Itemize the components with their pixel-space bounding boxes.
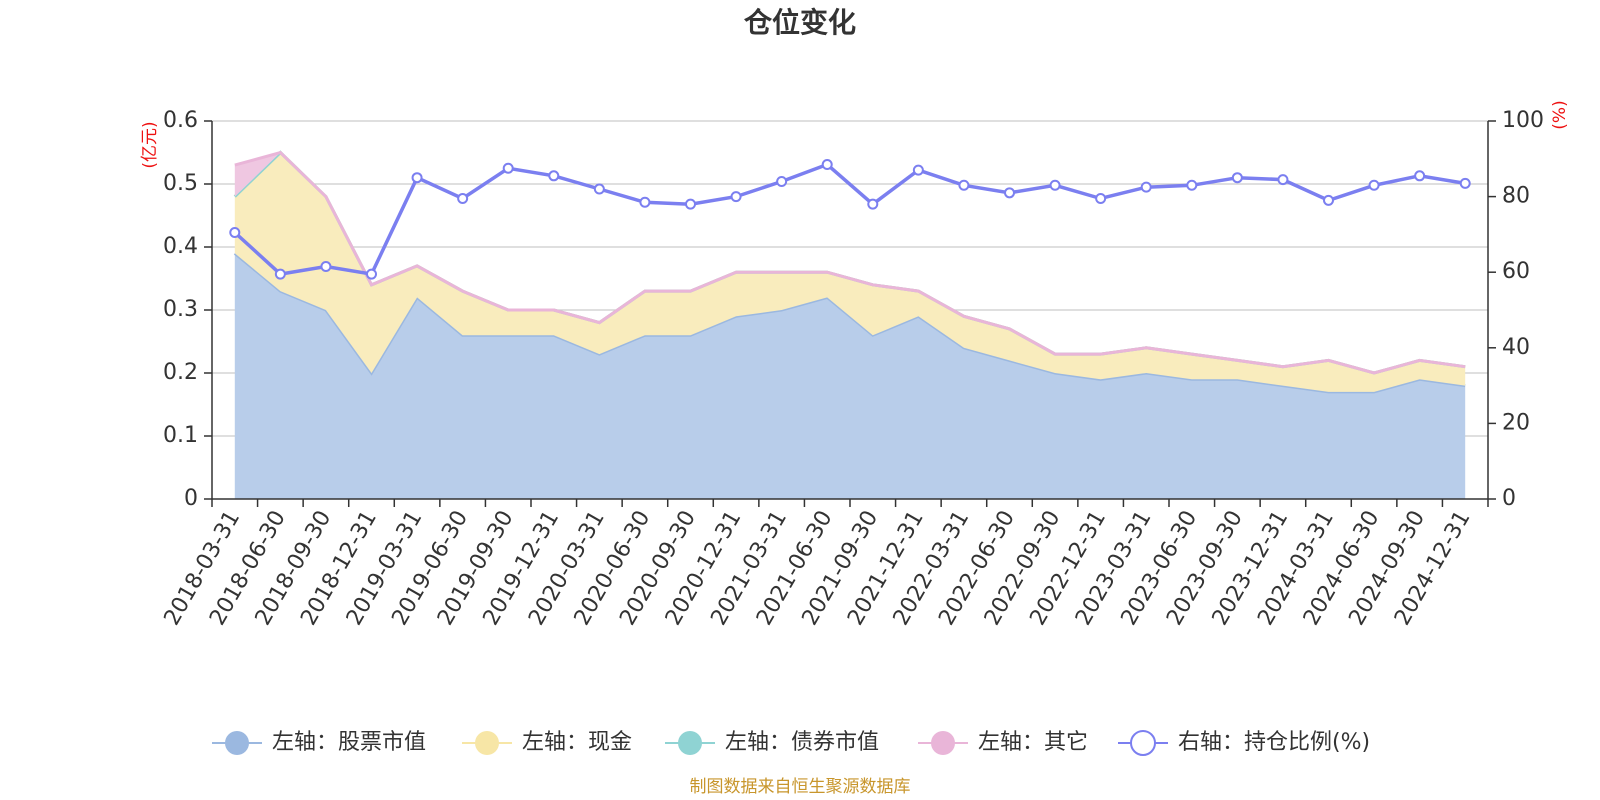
legend-label: 左轴：现金: [522, 730, 632, 755]
legend-marker: [225, 731, 249, 755]
left-tick-label: 0.6: [163, 108, 198, 133]
ratio-point: [274, 268, 286, 280]
ratio-point: [1004, 187, 1015, 199]
left-axis-unit: (亿元): [140, 121, 160, 168]
ratio-point: [1459, 177, 1471, 189]
legend-label: 右轴：持仓比例(%): [1178, 730, 1370, 755]
ratio-point: [1231, 172, 1243, 184]
right-axis-unit: (%): [1550, 100, 1570, 129]
ratio-point: [593, 183, 605, 195]
left-axis-ticks: 0 0.1 0.2 0.3 0.4 0.5 0.6: [163, 108, 198, 511]
area-edge-左轴：其它: [234, 150, 1466, 375]
ratio-point: [867, 198, 879, 210]
left-tick-label: 0.3: [163, 297, 198, 322]
left-tick-label: 0.5: [163, 171, 198, 196]
right-tick-label: 40: [1502, 335, 1530, 360]
ratio-point: [1049, 179, 1061, 191]
legend-label: 左轴：其它: [978, 730, 1088, 755]
ratio-point: [639, 196, 651, 208]
legend-label: 左轴：债券市值: [725, 730, 879, 755]
ratio-point: [411, 172, 423, 184]
right-tick-label: 60: [1502, 259, 1530, 284]
ratio-point: [685, 198, 696, 210]
ratio-point: [1277, 174, 1289, 186]
legend: 左轴：股票市值 左轴：现金 左轴：债券市值 左轴：其它 右轴：持仓比例(%): [212, 730, 1370, 756]
ratio-point: [912, 164, 924, 176]
area-series: [233, 150, 1466, 499]
ratio-point: [366, 268, 377, 280]
x-axis-ticks: 2018-03-312018-06-302018-09-302018-12-31…: [160, 506, 1476, 629]
ratio-line: [233, 162, 1466, 277]
left-tick-label: 0.4: [163, 234, 198, 259]
legend-marker: [931, 731, 955, 755]
ratio-point: [1414, 170, 1426, 182]
left-tick-label: 0.1: [163, 423, 198, 448]
ratio-point: [958, 179, 970, 191]
legend-marker: [678, 731, 702, 755]
axes: [204, 120, 1496, 507]
ratio-point: [730, 191, 742, 203]
ratio-point: [1095, 192, 1107, 204]
legend-marker: [475, 731, 499, 755]
legend-marker: [1130, 730, 1156, 756]
right-axis-ticks: 0 20 40 60 80 100: [1502, 108, 1544, 511]
right-tick-label: 100: [1502, 108, 1544, 133]
ratio-point: [776, 175, 788, 187]
ratio-point: [548, 170, 560, 182]
right-tick-label: 0: [1502, 486, 1516, 511]
left-tick-label: 0.2: [163, 360, 198, 385]
ratio-point: [821, 158, 833, 170]
area-左轴：现金: [234, 152, 1466, 392]
ratio-point: [1368, 179, 1380, 191]
ratio-point: [457, 192, 469, 204]
ratio-point: [1186, 179, 1198, 191]
left-tick-label: 0: [184, 486, 198, 511]
ratio-point: [1323, 194, 1334, 206]
right-tick-label: 20: [1502, 410, 1530, 435]
area-左轴：股票市值: [234, 253, 1466, 499]
chart-title: 仓位变化: [744, 6, 856, 39]
ratio-point: [229, 227, 241, 239]
ratio-point: [320, 261, 332, 273]
data-source: 制图数据来自恒生聚源数据库: [690, 777, 911, 797]
right-tick-label: 80: [1502, 184, 1530, 209]
ratio-point: [1140, 181, 1152, 193]
ratio-point: [502, 162, 514, 174]
ratio-line-series: [229, 158, 1471, 280]
legend-label: 左轴：股票市值: [272, 730, 426, 755]
